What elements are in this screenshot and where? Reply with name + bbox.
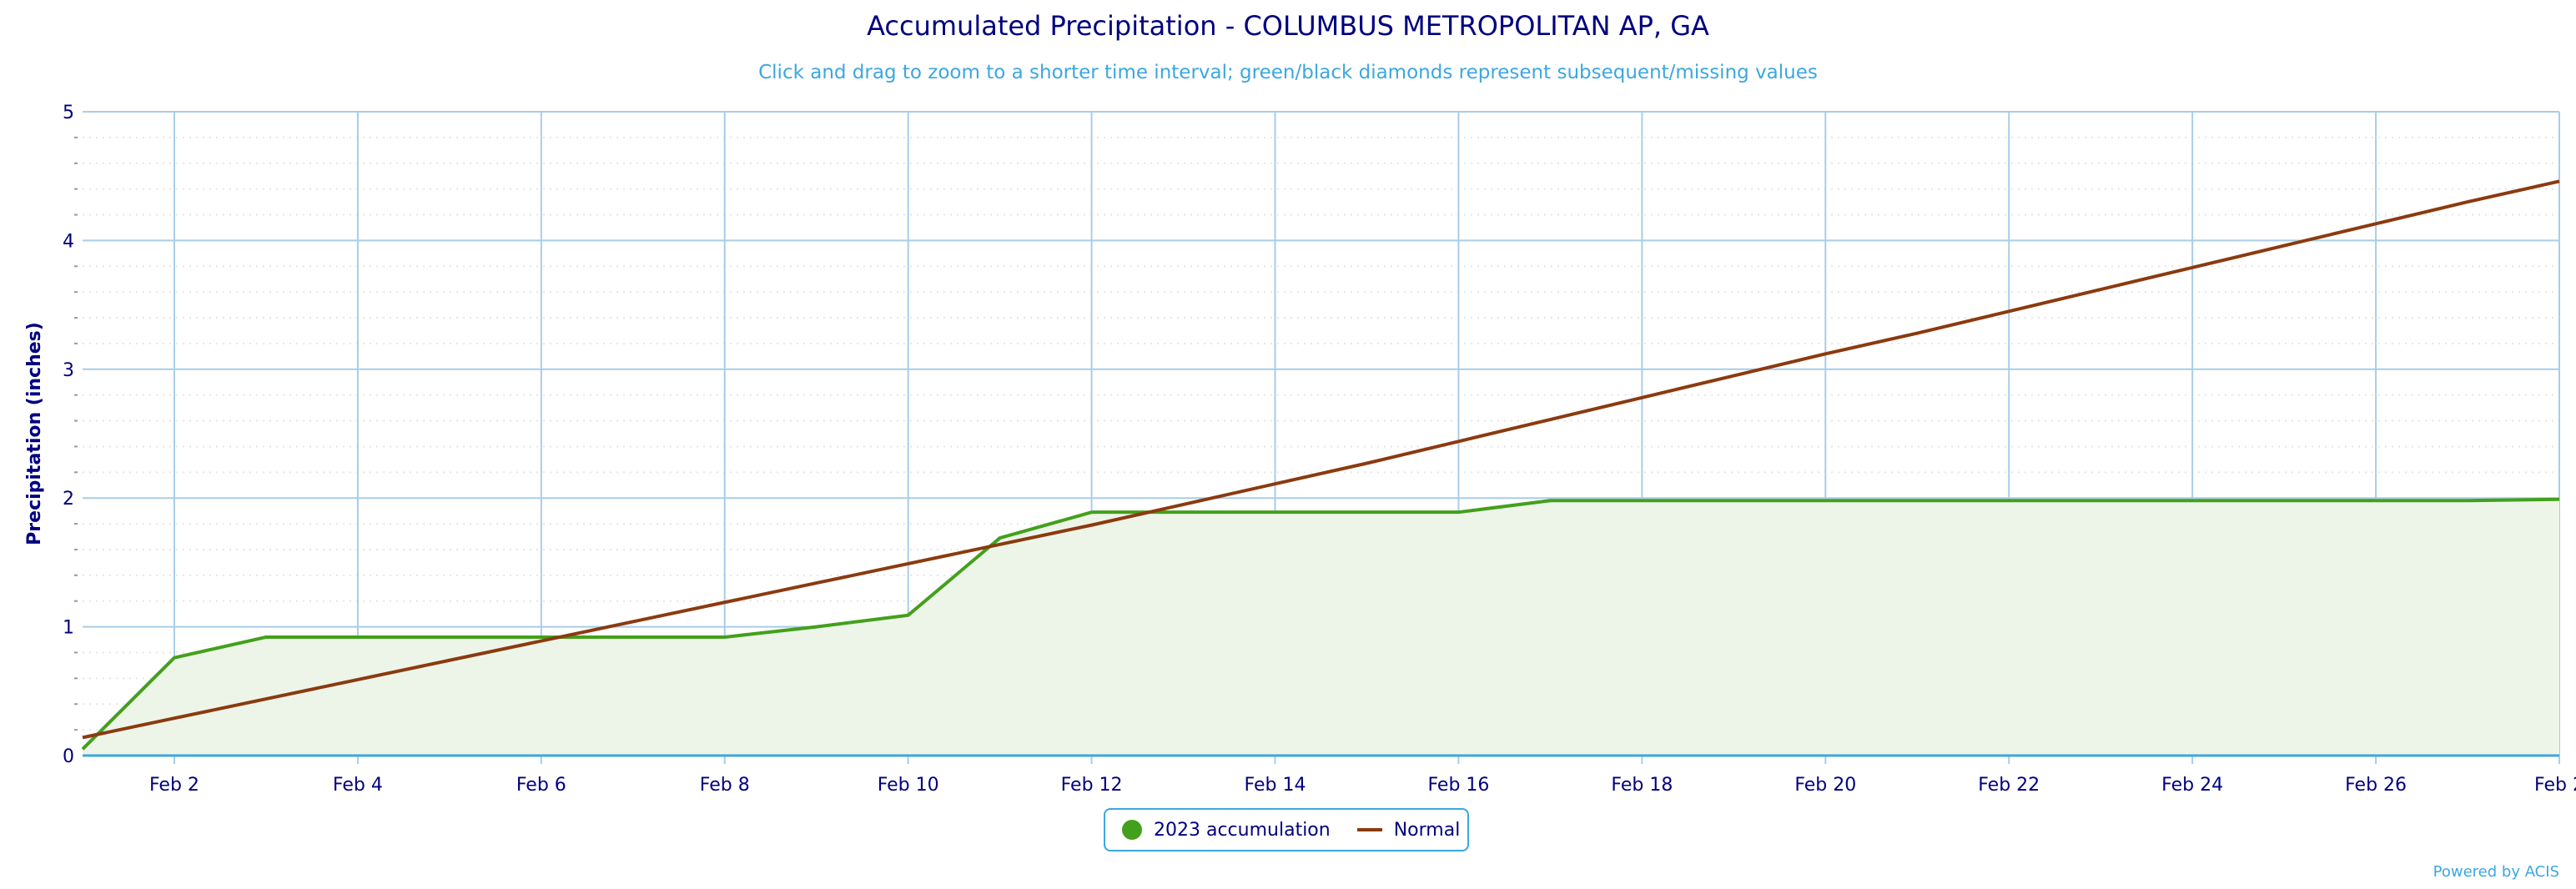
- legend-item-accumulation[interactable]: 2023 accumulation: [1154, 819, 1331, 841]
- normal-line: [82, 179, 2560, 740]
- x-tick-label: Feb 16: [1427, 775, 1489, 796]
- x-tick-label: Feb 4: [333, 775, 383, 796]
- y-axis-label: Precipitation (inches): [24, 322, 45, 545]
- x-tick-label: Feb 10: [878, 775, 939, 796]
- y-tick-label: 4: [63, 231, 74, 252]
- y-tick-label: 3: [63, 360, 74, 381]
- x-tick-label: Feb 26: [2345, 775, 2407, 796]
- chart-subtitle: Click and drag to zoom to a shorter time…: [758, 62, 1818, 83]
- x-tick-label: Feb 2: [149, 775, 199, 796]
- x-tick-label: Feb 22: [1978, 775, 2040, 796]
- x-tick-label: Feb 8: [700, 775, 750, 796]
- x-tick-label: Feb 6: [516, 775, 566, 796]
- x-tick-label: Feb 12: [1061, 775, 1123, 796]
- chart-title: Accumulated Precipitation - COLUMBUS MET…: [867, 10, 1709, 42]
- accumulation-line: [81, 497, 2560, 751]
- y-tick-label: 1: [63, 618, 74, 639]
- y-tick-label: 2: [63, 489, 74, 510]
- y-tick-label: 5: [63, 103, 74, 123]
- accumulation-area: [83, 499, 2559, 756]
- legend-item-normal[interactable]: Normal: [1393, 819, 1461, 841]
- x-tick-label: Feb 24: [2161, 775, 2223, 796]
- legend: 2023 accumulation Normal: [1104, 808, 1469, 851]
- x-tick-label: Feb 20: [1794, 775, 1856, 796]
- credit-link[interactable]: Powered by ACIS: [2433, 863, 2559, 881]
- x-tick-label: Feb 14: [1245, 775, 1306, 796]
- x-tick-label: Feb 18: [1611, 775, 1673, 796]
- legend-marker-accumulation: [1122, 820, 1142, 840]
- legend-marker-normal: [1356, 828, 1382, 831]
- y-tick-label: 0: [63, 746, 74, 767]
- x-tick-label: Feb 2: [2534, 775, 2576, 796]
